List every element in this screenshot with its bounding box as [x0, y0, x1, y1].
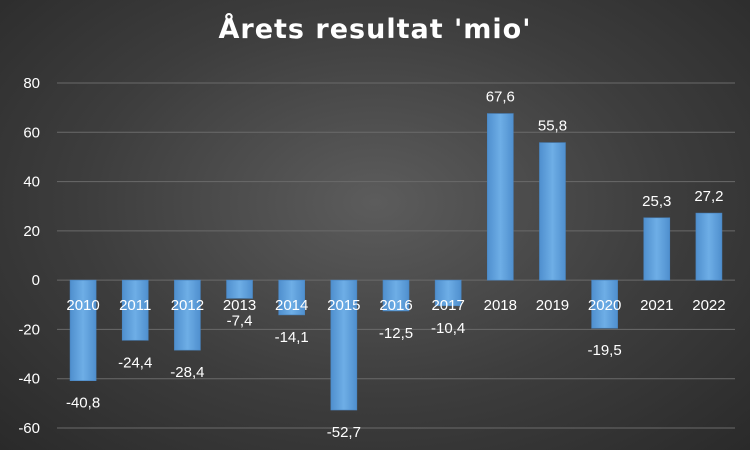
data-label: -52,7 [327, 424, 361, 441]
bar-2013 [226, 279, 253, 299]
bar-2019 [539, 142, 566, 281]
data-label: -14,1 [275, 329, 309, 346]
y-tick-label: -60 [18, 420, 40, 437]
x-tick-label: 2017 [431, 297, 464, 314]
y-axis-ticks: -60 -40 -20 0 20 40 60 80 [18, 75, 40, 437]
bar-2011 [121, 279, 149, 341]
x-tick-label: 2021 [640, 297, 673, 314]
data-label: 27,2 [694, 188, 723, 205]
data-labels: -40,8 -24,4 -28,4 -7,4 -14,1 -52,7 -12,5 -10,4 6… [66, 89, 724, 441]
data-label: -40,8 [66, 395, 100, 412]
bars [69, 113, 723, 411]
bar-2015 [330, 279, 358, 411]
y-tick-label: 80 [23, 75, 40, 92]
bar-2022 [695, 212, 723, 281]
x-tick-label: 2011 [119, 297, 151, 314]
data-label: -24,4 [118, 354, 152, 371]
x-tick-label: 2015 [327, 297, 360, 314]
bar-2018 [487, 113, 514, 281]
bar-2010 [69, 279, 97, 381]
x-tick-label: 2020 [588, 297, 621, 314]
x-tick-label: 2012 [171, 297, 204, 314]
x-tick-label: 2014 [275, 297, 308, 314]
data-label: -12,5 [379, 325, 413, 342]
x-axis-labels: 2010 2011 2012 2013 2014 2015 2016 2017 2018 2019… [66, 297, 725, 314]
x-tick-label: 2016 [379, 297, 412, 314]
y-tick-label: -20 [18, 321, 40, 338]
gridlines [57, 82, 735, 429]
y-tick-label: 0 [32, 272, 40, 289]
y-tick-label: -40 [18, 371, 40, 388]
y-tick-label: 20 [23, 223, 40, 240]
x-tick-label: 2019 [536, 297, 569, 314]
data-label: -28,4 [170, 364, 204, 381]
x-tick-label: 2018 [484, 297, 517, 314]
bar-2016 [382, 279, 410, 312]
data-label: 55,8 [538, 118, 567, 135]
y-tick-label: 40 [23, 174, 40, 191]
x-tick-label: 2022 [692, 297, 725, 314]
bar-2017 [434, 279, 462, 307]
bar-2014 [278, 279, 305, 316]
data-label: 67,6 [486, 89, 515, 106]
x-tick-label: 2013 [223, 297, 256, 314]
chart-title: Årets resultat 'mio' [218, 14, 532, 45]
data-label: -7,4 [227, 312, 253, 329]
y-tick-label: 60 [23, 124, 40, 141]
bar-2012 [174, 279, 201, 351]
data-label: 25,3 [642, 193, 671, 210]
bar-2021 [643, 217, 671, 281]
bar-2020 [591, 279, 618, 329]
data-label: -10,4 [431, 320, 465, 337]
x-tick-label: 2010 [66, 297, 99, 314]
data-label: -19,5 [588, 342, 622, 359]
